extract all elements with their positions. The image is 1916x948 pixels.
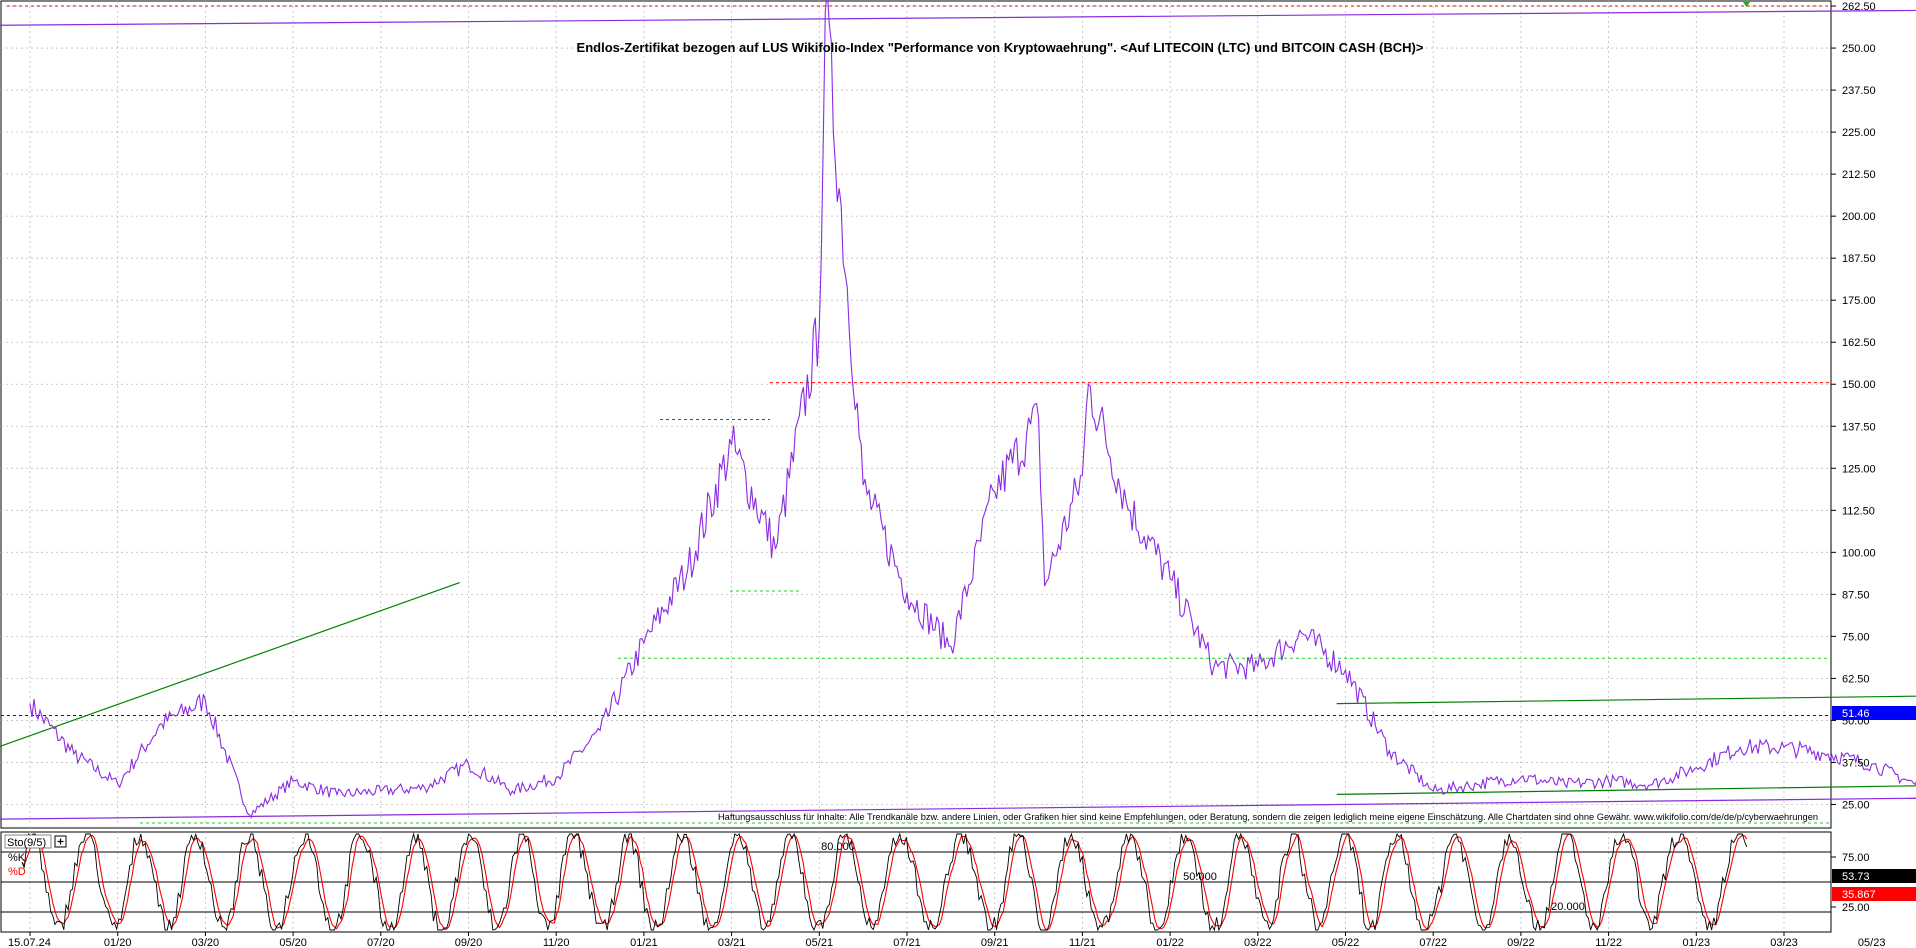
price-axis-label: 87.50 [1842, 589, 1870, 601]
reference-lines [1, 5, 1831, 824]
time-axis-label: 01/23 [1683, 937, 1711, 948]
last-price-value: 51.46 [1842, 708, 1870, 720]
price-plot-frame [0, 0, 1832, 829]
price-axis-label: 150.00 [1842, 379, 1876, 391]
price-axis-label: 200.00 [1842, 211, 1876, 223]
time-axis-label: 03/21 [718, 937, 746, 948]
trend-lines [0, 9, 1916, 820]
time-axis-label: 15.07.24 [8, 937, 51, 948]
price-axis-label: 187.50 [1842, 253, 1876, 265]
price-axis-label: 25.00 [1842, 799, 1870, 811]
legend-k: %K [8, 852, 26, 864]
time-axis-label: 05/20 [279, 937, 307, 948]
legend-d: %D [8, 866, 26, 878]
time-axis-label: 11/22 [1595, 937, 1622, 948]
time-axis-label: 01/22 [1156, 937, 1184, 948]
k-last-value: 53.73 [1842, 871, 1870, 883]
time-axis-label: 05/23 [1858, 937, 1886, 948]
time-axis-label: 09/20 [455, 937, 483, 948]
stochastic-axis-label: 25.00 [1842, 902, 1870, 914]
time-axis-label: 03/23 [1770, 937, 1798, 948]
stochastic-legend: Sto(9/5) %K %D [4, 834, 67, 878]
stochastic-axis-ticks: 75.00 25.00 [1831, 852, 1870, 914]
d-value-tag: 35.867 [1832, 887, 1916, 901]
price-axis-label: 237.50 [1842, 85, 1876, 97]
expand-icon-plus [57, 838, 64, 845]
time-axis-label: 05/21 [806, 937, 834, 948]
price-axis-label: 212.50 [1842, 169, 1876, 181]
stochastic-d-line [21, 833, 1748, 931]
time-axis-label: 03/22 [1244, 937, 1272, 948]
price-axis-label: 75.00 [1842, 631, 1870, 643]
last-price-tag: 51.46 [1832, 706, 1916, 720]
time-axis-label: 03/20 [192, 937, 220, 948]
trend-line [0, 9, 1916, 26]
stochastic-level-label: 20.000 [1551, 901, 1585, 913]
price-axis-label: 112.50 [1842, 505, 1875, 517]
stochastic-label: Sto(9/5) [7, 837, 46, 849]
price-axis-label: 100.00 [1842, 547, 1876, 559]
time-axis-label: 07/21 [893, 937, 921, 948]
time-axis-label: 11/21 [1069, 937, 1096, 948]
price-axis-ticks: 262.50 250.00 237.50 225.00 212.50 200.00 187.… [1831, 1, 1876, 811]
k-value-tag: 53.73 [1832, 869, 1916, 883]
stochastic-axis-label: 75.00 [1842, 852, 1870, 864]
time-axis-label: 01/20 [104, 937, 132, 948]
time-axis-label: 07/22 [1419, 937, 1447, 948]
time-axis-label: 11/20 [543, 937, 570, 948]
price-axis-label: 175.00 [1842, 295, 1876, 307]
price-axis-label: 225.00 [1842, 127, 1876, 139]
trend-line [0, 582, 460, 748]
time-axis-label: 09/22 [1507, 937, 1535, 948]
horizontal-gridlines [1, 5, 1831, 805]
price-axis-label: 262.50 [1842, 1, 1876, 13]
price-panel: Endlos-Zertifikat bezogen auf LUS Wikifo… [0, 0, 1916, 829]
stochastic-k-line [21, 832, 1748, 932]
d-last-value: 35.867 [1842, 889, 1876, 901]
time-axis: 15.07.24 01/20 03/20 05/20 07/20 09/20 11/20 01… [8, 932, 1886, 948]
time-axis-label: 01/21 [630, 937, 658, 948]
trend-line [1336, 695, 1916, 705]
time-axis-label: 05/22 [1332, 937, 1360, 948]
price-axis-label: 137.50 [1842, 421, 1876, 433]
disclaimer-text: Haftungsausschluss für Inhalte: Alle Tre… [718, 812, 1818, 823]
price-axis-label: 162.50 [1842, 337, 1876, 349]
price-axis-label: 62.50 [1842, 673, 1870, 685]
price-axis-label: 250.00 [1842, 43, 1876, 55]
chart-title: Endlos-Zertifikat bezogen auf LUS Wikifo… [577, 40, 1424, 55]
time-axis-label: 07/20 [367, 937, 395, 948]
green-marker-icon [1743, 2, 1750, 7]
trend-line [1336, 785, 1916, 795]
price-series-line [29, 0, 1916, 819]
time-axis-label: 09/21 [981, 937, 1009, 948]
price-axis-label: 125.00 [1842, 463, 1876, 475]
trend-line [0, 797, 1916, 820]
price-axis-label: 37.50 [1842, 757, 1870, 769]
